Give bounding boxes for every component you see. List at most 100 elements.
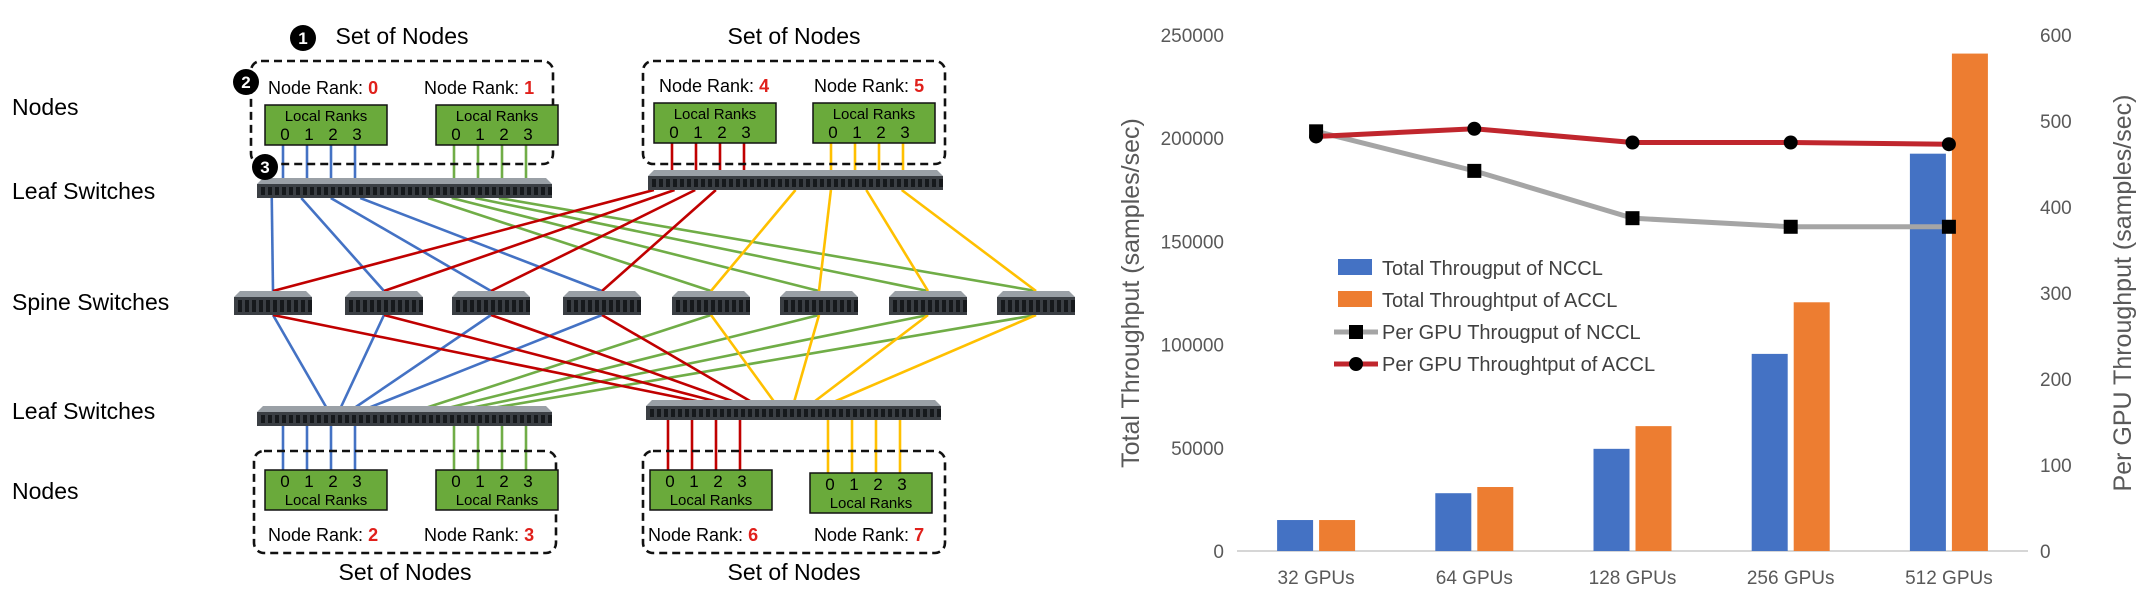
switch-port [1043,300,1047,312]
switch-port [734,409,738,417]
switch-port [373,187,377,195]
switch-port [897,179,901,187]
switch-port [506,415,510,423]
node-rank-number: 0 [368,78,378,98]
switch-port [942,300,946,312]
node-box [812,102,936,144]
switch-port [282,415,286,423]
local-rank-digit: 2 [328,472,337,491]
switch-port [356,300,360,312]
bar [1793,302,1830,551]
y-tick-label: 200000 [1161,129,1224,150]
switch-port [527,415,531,423]
switch-port [401,415,405,423]
switch-port [595,300,599,312]
switch-port [391,300,395,312]
switch-port [895,409,899,417]
spine-switch [234,291,312,315]
switch-top [563,291,641,297]
switch-port [909,409,913,417]
switch-port [741,409,745,417]
switch-port [394,187,398,195]
y2-tick-label: 100 [2040,456,2072,477]
node-rank-text: Node Rank: [814,525,914,545]
switch-top [889,291,967,297]
switch-port [683,300,687,312]
switch-port [359,187,363,195]
switch-port [657,409,661,417]
point [1941,219,1956,234]
row-label: Nodes [12,478,78,504]
switch-port [303,187,307,195]
switch-port [415,187,419,195]
switch-top [672,291,750,297]
x-tick-label: 32 GPUs [1278,568,1355,589]
link-green [427,196,712,293]
switch-port [701,179,705,187]
switch-top [345,291,423,297]
switch-port [345,187,349,195]
switch-port [1071,300,1075,312]
switch-port [699,409,703,417]
bar [1593,448,1630,551]
switch-port [722,179,726,187]
legend-swatch [1338,291,1372,307]
local-rank-digit: 1 [849,475,858,494]
switch-port [324,415,328,423]
legend-marker [1349,357,1363,371]
switch-port [862,179,866,187]
node-box [435,104,559,146]
leaf-switch [257,406,552,426]
switch-port [676,300,680,312]
switch-port [736,179,740,187]
node-box [653,102,777,144]
set-of-nodes-box [641,449,947,555]
switch-port [727,409,731,417]
node-rank-number: 5 [914,76,924,96]
switch-port [519,300,523,312]
switch-port [671,409,675,417]
local-rank-digit: 2 [499,472,508,491]
switch-port [1022,300,1026,312]
local-ranks-label: Local Ranks [285,492,368,509]
switch-port [609,300,613,312]
switch-port [485,415,489,423]
switch-port [900,300,904,312]
switch-port [659,179,663,187]
link-green [439,313,820,412]
switch-port [784,300,788,312]
switch-port [847,300,851,312]
y-tick-label: 100000 [1161,336,1224,357]
switch-port [725,300,729,312]
switch-port [666,179,670,187]
switch-port [457,415,461,423]
switch-port [520,415,524,423]
switch-port [650,409,654,417]
link-green [451,196,820,293]
link-yellow [828,313,1037,406]
node-box [435,469,559,511]
node-rank-number: 2 [368,525,378,545]
local-rank-digit: 2 [713,472,722,491]
point [1783,135,1798,150]
link-yellow [710,189,797,292]
link-blue [300,197,385,292]
switch-port [949,300,953,312]
marker-3-icon [252,154,278,180]
switch-port [541,187,545,195]
switch-port [616,300,620,312]
switch-port [261,187,265,195]
switch-port [429,415,433,423]
spine-switch [997,291,1075,315]
switch-port [574,300,578,312]
switch-port [478,415,482,423]
bar [1635,426,1672,551]
switch-port [373,415,377,423]
node-rank-text: Node Rank: [424,525,524,545]
link-blue [350,313,492,412]
throughput-chart: 0 50000 100000 150000 200000 250000 0 100 200 300… [1117,26,2137,589]
switch-port [331,187,335,195]
switch-port [456,300,460,312]
